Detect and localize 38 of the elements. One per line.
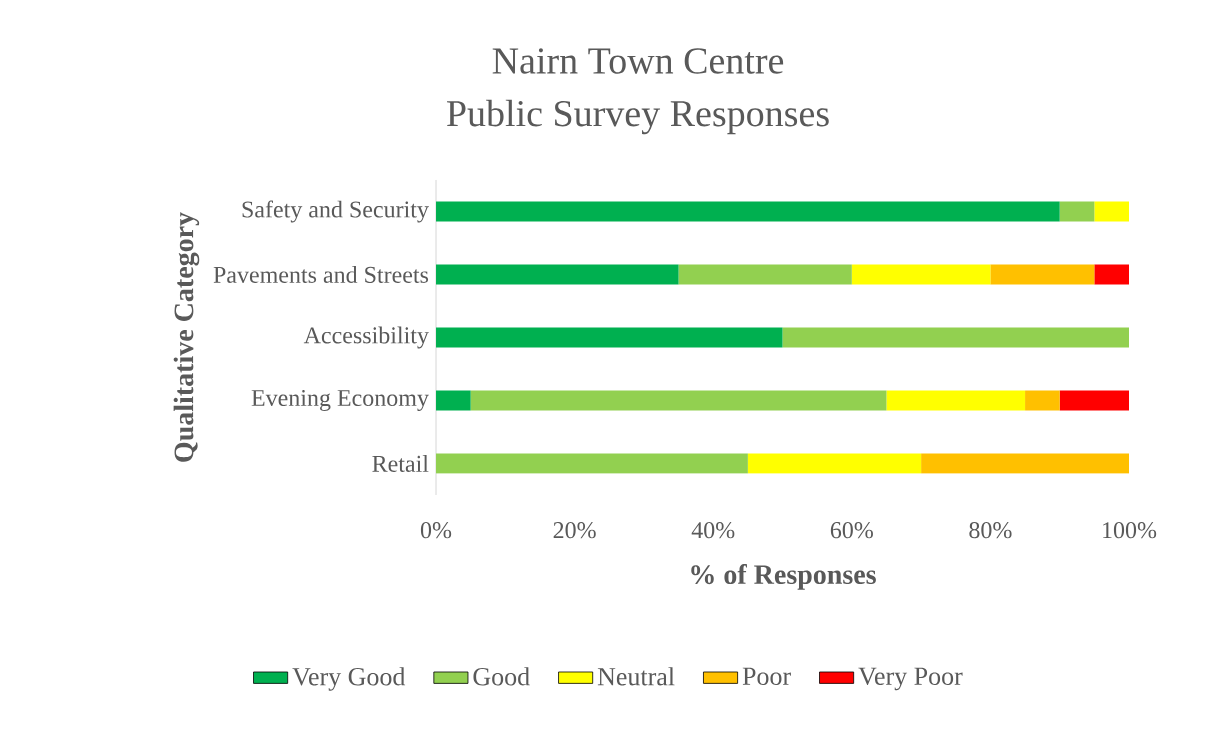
bar <box>678 264 852 285</box>
legend-label: Very Good <box>292 667 406 691</box>
y-tick-label: Pavements and Streets <box>213 266 429 283</box>
chart-subtitle: Public Survey Responses <box>447 99 829 135</box>
legend-label: Neutral <box>597 667 675 686</box>
x-tick-label: 0% <box>420 522 452 539</box>
x-axis-title: % of Responses <box>691 564 876 590</box>
bar <box>436 327 783 348</box>
bar <box>851 264 991 285</box>
bar <box>436 201 1060 222</box>
y-tick-label: Evening Economy <box>251 389 429 412</box>
y-tick-label: Safety and Security <box>242 200 429 223</box>
bar <box>1059 390 1130 411</box>
bar <box>990 264 1095 285</box>
legend-label: Poor <box>742 667 791 685</box>
x-tick-label: 80% <box>969 522 1012 539</box>
bar <box>436 264 679 285</box>
x-tick-label: 100% <box>1103 522 1157 539</box>
bar <box>1094 264 1130 285</box>
bar <box>436 390 471 411</box>
bar <box>1025 390 1060 411</box>
chart-title: Nairn Town Centre <box>492 48 784 74</box>
legend-label: Good <box>473 667 530 686</box>
bar <box>782 327 1130 348</box>
bar <box>470 390 887 411</box>
y-tick-label: Retail <box>372 455 429 472</box>
bar <box>1059 201 1095 222</box>
y-axis-title: Qualitative Category <box>173 212 200 462</box>
bar <box>436 453 748 474</box>
bar <box>886 390 1026 411</box>
bar <box>921 453 1130 474</box>
x-tick-label: 60% <box>830 522 873 539</box>
x-tick-label: 40% <box>691 522 735 539</box>
legend-label: Very Poor <box>858 667 963 691</box>
bar <box>747 453 922 474</box>
bar <box>1094 201 1130 222</box>
y-tick-label: Accessibility <box>303 326 429 349</box>
x-tick-label: 20% <box>553 522 596 539</box>
